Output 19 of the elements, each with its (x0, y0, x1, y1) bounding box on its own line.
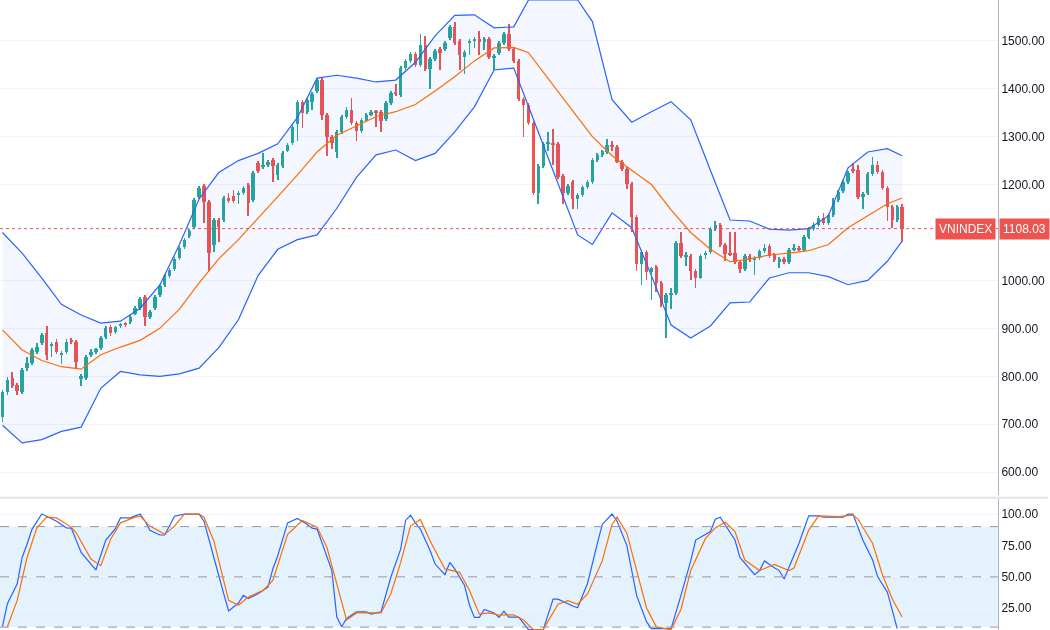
y-tick-label: 1000.00 (1001, 273, 1046, 288)
ref-line-label: VNINDEX (939, 222, 993, 236)
text: 1108.03 (1003, 222, 1046, 236)
y-tick-label: 900.00 (1001, 321, 1039, 336)
y-tick-label: 700.00 (1001, 417, 1039, 432)
line-series (1, 67, 903, 444)
line-series (1, 46, 903, 370)
y-tick-label: 100.00 (1001, 507, 1039, 522)
y-tick-label: 800.00 (1001, 369, 1039, 384)
y-tick-label: 50.00 (1001, 570, 1032, 585)
y-tick-label: 1300.00 (1001, 129, 1046, 144)
y-tick-label: 75.00 (1001, 538, 1032, 553)
y-tick-label: 1400.00 (1001, 81, 1046, 96)
y-tick-label: 1500.00 (1001, 33, 1046, 48)
candlestick (669, 288, 673, 309)
line-series (1, 0, 903, 324)
y-tick-label: 600.00 (1001, 465, 1039, 480)
y-tick-label: 25.00 (1001, 601, 1032, 616)
y-tick-label: 1200.00 (1001, 177, 1046, 192)
